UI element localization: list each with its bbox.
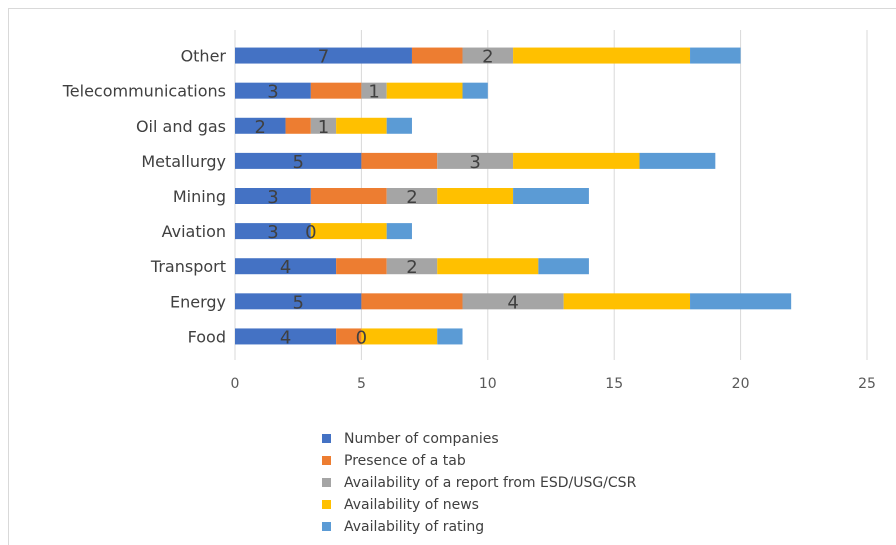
- x-tick-labels: 0 5 10 15 20 25: [231, 376, 876, 392]
- bar-segment: [437, 258, 539, 275]
- data-label: 1: [318, 117, 329, 138]
- bar-segment: [690, 293, 792, 310]
- category-label: Transport: [150, 257, 226, 276]
- category-label: Metallurgy: [141, 152, 226, 171]
- data-label: 0: [305, 222, 316, 243]
- data-label: 7: [318, 47, 329, 68]
- bar-segment: [235, 152, 362, 169]
- data-label: 2: [482, 47, 493, 68]
- bar-segment: [235, 188, 311, 204]
- bar-segment: [235, 223, 311, 240]
- bar-segment: [310, 223, 387, 240]
- bar-segment: [513, 47, 691, 64]
- bar-segment: [235, 82, 311, 99]
- bar-segment: [513, 188, 589, 204]
- bar-segment: [235, 258, 337, 275]
- chart-frame: [8, 8, 896, 545]
- bar-segment: [235, 293, 362, 310]
- bar-segment: [386, 188, 438, 204]
- bar-segment: [386, 82, 463, 99]
- bar-segment: [639, 152, 716, 169]
- category-label: Energy: [170, 292, 226, 311]
- data-label: 4: [507, 292, 518, 313]
- data-label: 0: [356, 327, 367, 348]
- data-label: 3: [267, 222, 278, 243]
- bar-segment: [462, 82, 488, 99]
- bar-segment: [336, 117, 387, 134]
- bar-segment: [690, 47, 741, 64]
- x-tick-label: 25: [858, 376, 876, 392]
- data-label: 3: [267, 82, 278, 103]
- bar-segment: [411, 47, 463, 64]
- bar-segment: [235, 328, 337, 345]
- bars: [235, 47, 792, 345]
- data-label: 2: [255, 117, 266, 138]
- bar-segment: [538, 258, 589, 275]
- category-label: Oil and gas: [136, 117, 226, 136]
- bar-segment: [310, 82, 362, 99]
- bar-segment: [462, 47, 514, 64]
- x-tick-label: 20: [732, 376, 750, 392]
- bar-segment: [437, 152, 514, 169]
- data-label: 2: [406, 257, 417, 278]
- x-tick-label: 10: [479, 376, 497, 392]
- x-tick-label: 15: [605, 376, 623, 392]
- data-label: 2: [406, 187, 417, 208]
- bar-segment: [361, 82, 387, 99]
- category-labels: Food Energy Transport Aviation Mining Metallu…: [62, 47, 227, 347]
- bar-segment: [386, 258, 438, 275]
- data-label: 5: [292, 152, 303, 173]
- bar-segment: [437, 188, 514, 204]
- bar-segment: [462, 293, 564, 310]
- bar-segment: [310, 188, 387, 204]
- bar-segment: [563, 293, 691, 310]
- bar-segment: [336, 328, 362, 345]
- bar-segment: [310, 117, 337, 134]
- bar-segment: [361, 152, 438, 169]
- data-label: 4: [280, 327, 291, 348]
- category-label: Mining: [173, 187, 226, 206]
- category-label: Aviation: [162, 222, 226, 241]
- data-label: 1: [368, 82, 379, 103]
- bar-segment: [513, 152, 640, 169]
- bar-segment: [437, 328, 463, 345]
- category-label: Telecommunications: [62, 82, 226, 101]
- data-label: 3: [267, 187, 278, 208]
- bar-segment: [386, 117, 412, 134]
- data-label: 5: [292, 292, 303, 313]
- bar-segment: [285, 117, 311, 134]
- bar-segment: [336, 258, 387, 275]
- bar-segment: [235, 47, 412, 64]
- x-tick-label: 0: [231, 376, 240, 392]
- data-label: 3: [469, 152, 480, 173]
- category-label: Other: [181, 47, 227, 66]
- x-tick-label: 5: [357, 376, 366, 392]
- bar-segment: [361, 293, 463, 310]
- category-label: Food: [188, 327, 226, 346]
- data-label: 4: [280, 257, 291, 278]
- bar-segment: [386, 223, 412, 240]
- bar-segment: [235, 117, 286, 134]
- bar-segment: [361, 328, 438, 345]
